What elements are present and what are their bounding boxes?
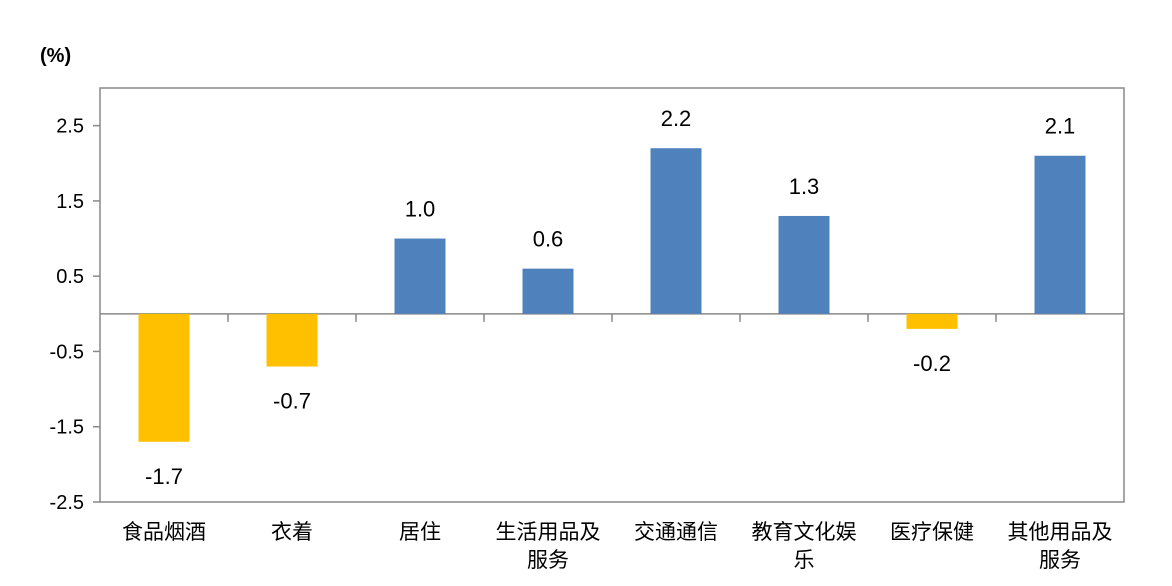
data-label: 2.1 (1045, 114, 1076, 139)
bar (906, 313, 958, 329)
x-category-label: 食品烟酒 (122, 520, 206, 544)
x-category-label: 生活用品及服务 (496, 520, 601, 572)
bar (522, 268, 574, 314)
data-label: -1.7 (145, 464, 183, 489)
data-label: 1.0 (405, 197, 436, 222)
bar (138, 313, 190, 442)
data-label: 0.6 (533, 227, 564, 252)
x-category-label: 居住 (399, 520, 441, 544)
data-label: -0.2 (913, 351, 951, 376)
y-tick-label: 1.5 (56, 191, 84, 213)
bar (778, 215, 830, 314)
data-label: 2.2 (661, 106, 692, 131)
bar (650, 148, 702, 314)
data-label: -0.7 (273, 389, 311, 414)
x-category-label: 衣着 (271, 520, 313, 544)
bar (394, 238, 446, 314)
y-tick-label: -0.5 (50, 341, 84, 363)
y-tick-label: 2.5 (56, 116, 84, 138)
plot-area-frame (99, 87, 1125, 503)
bar (1034, 155, 1086, 314)
y-tick-label: 0.5 (56, 266, 84, 288)
x-category-label: 医疗保健 (890, 520, 974, 544)
bar (266, 313, 318, 367)
y-tick-label: -1.5 (50, 417, 84, 439)
y-unit-label: (%) (40, 45, 71, 67)
x-category-label: 教育文化娱乐 (752, 520, 857, 572)
y-tick-label: -2.5 (50, 492, 84, 514)
data-label: 1.3 (789, 174, 820, 199)
x-category-label: 交通通信 (634, 520, 718, 544)
x-category-label: 其他用品及服务 (1008, 520, 1113, 572)
